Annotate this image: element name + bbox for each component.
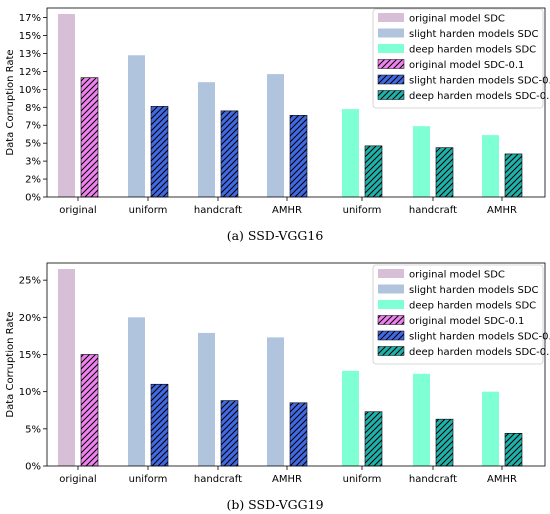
legend-swatch-hatch [377, 346, 405, 356]
bar-hatch-5 [435, 418, 454, 467]
bar-sdc-1 [128, 317, 145, 466]
bar-sdc-3 [267, 74, 284, 197]
y-axis-label: Data Corruption Rate [5, 49, 16, 155]
x-tick-label: AMHR [487, 474, 517, 485]
y-tick-label: 25% [19, 276, 41, 287]
legend-entry: slight harden models SDC-0.1 [409, 332, 550, 343]
y-tick-label: 0% [25, 193, 41, 204]
legend-swatch [378, 269, 404, 278]
bar-hatch-4 [364, 145, 383, 198]
bar-hatch-6 [504, 153, 523, 198]
y-tick-label: 2% [25, 175, 41, 186]
bar-hatch-3 [289, 115, 308, 198]
legend-swatch-hatch [377, 330, 405, 341]
x-tick-label: uniform [343, 474, 382, 485]
chart-panel-vgg16: 0% 2% 3% 5% 7% 8% 10% 12% 13% 15% 17% original unifo… [5, 7, 550, 216]
legend-entry: deep harden models SDC [409, 45, 536, 56]
y-tick-label: 15% [19, 350, 41, 361]
x-tick-label: original [59, 205, 96, 216]
bar-hatch-4 [364, 411, 383, 467]
legend-swatch [378, 13, 404, 22]
x-tick-label: original [59, 474, 96, 485]
y-tick-label: 17% [19, 13, 41, 24]
x-tick-label: uniform [129, 205, 168, 216]
legend-swatch [378, 300, 404, 309]
legend-box [372, 8, 544, 109]
bar-hatch-1 [150, 106, 169, 198]
legend-swatch-hatch [377, 90, 405, 100]
x-tick-label: AMHR [487, 205, 517, 216]
bar-sdc-4 [342, 109, 359, 197]
legend-entry: original model SDC [409, 14, 505, 25]
legend-swatch-hatch [377, 315, 405, 325]
chart-panel-vgg19: 0% 5% 10% 15% 20% 25% original uniform handcraft… [5, 262, 550, 485]
y-tick-label: 8% [25, 103, 41, 114]
legend-entry: slight harden models SDC [409, 29, 539, 40]
y-tick-label: 12% [19, 67, 41, 78]
bar-sdc-3 [267, 337, 284, 466]
y-tick-label: 7% [25, 121, 41, 132]
axes-frame [46, 7, 546, 198]
y-tick-label: 13% [19, 49, 41, 60]
legend-entry: slight harden models SDC-0.1 [409, 76, 550, 87]
bar-sdc-2 [198, 82, 215, 197]
legend-entry: original model SDC [409, 270, 505, 281]
legend-box [372, 264, 544, 365]
legend-entry: deep harden models SDC-0.1 [409, 347, 550, 358]
bar-hatch-0 [80, 354, 99, 467]
bar-hatch-0 [80, 77, 99, 198]
x-tick-label: AMHR [272, 205, 302, 216]
legend-swatch-hatch [377, 59, 405, 69]
y-tick-label: 15% [19, 31, 41, 42]
legend-entry: original model SDC-0.1 [409, 60, 524, 71]
bar-sdc-5 [413, 126, 430, 197]
caption-vgg16: (a) SSD-VGG16 [227, 228, 324, 243]
y-tick-label: 5% [25, 424, 41, 435]
axes-frame [46, 262, 546, 467]
y-axis-label: Data Corruption Rate [5, 311, 16, 417]
x-tick-label: handcraft [194, 474, 242, 485]
bar-hatch-1 [150, 383, 169, 467]
x-tick-label: handcraft [409, 205, 457, 216]
legend-entry: original model SDC-0.1 [409, 316, 524, 327]
legend-entry: deep harden models SDC-0.1 [409, 91, 550, 102]
bar-sdc-0 [58, 269, 75, 466]
bar-hatch-2 [220, 110, 239, 198]
legend-swatch [378, 284, 404, 294]
x-tick-label: uniform [129, 474, 168, 485]
bar-hatch-2 [220, 400, 239, 467]
legend-swatch-hatch [377, 74, 405, 85]
caption-vgg19: (b) SSD-VGG19 [226, 497, 323, 512]
bar-hatch-3 [289, 402, 308, 467]
bar-sdc-5 [413, 373, 430, 466]
bar-hatch-5 [435, 147, 454, 198]
bar-sdc-4 [342, 370, 359, 466]
x-tick-label: uniform [343, 205, 382, 216]
bar-sdc-6 [482, 135, 499, 197]
legend-swatch [378, 44, 404, 53]
bar-sdc-6 [482, 391, 499, 466]
bar-sdc-0 [58, 14, 75, 197]
y-tick-label: 10% [19, 387, 41, 398]
y-tick-label: 20% [19, 313, 41, 324]
bar-sdc-1 [128, 55, 145, 197]
y-tick-label: 10% [19, 85, 41, 96]
x-tick-label: handcraft [194, 205, 242, 216]
y-tick-label: 0% [25, 462, 41, 473]
legend-entry: deep harden models SDC [409, 301, 536, 312]
y-tick-label: 3% [25, 157, 41, 168]
legend-swatch [378, 28, 404, 38]
y-tick-label: 5% [25, 139, 41, 150]
x-tick-label: AMHR [272, 474, 302, 485]
legend-entry: slight harden models SDC [409, 285, 539, 296]
x-tick-label: handcraft [409, 474, 457, 485]
bar-hatch-6 [504, 432, 523, 467]
bar-sdc-2 [198, 332, 215, 466]
